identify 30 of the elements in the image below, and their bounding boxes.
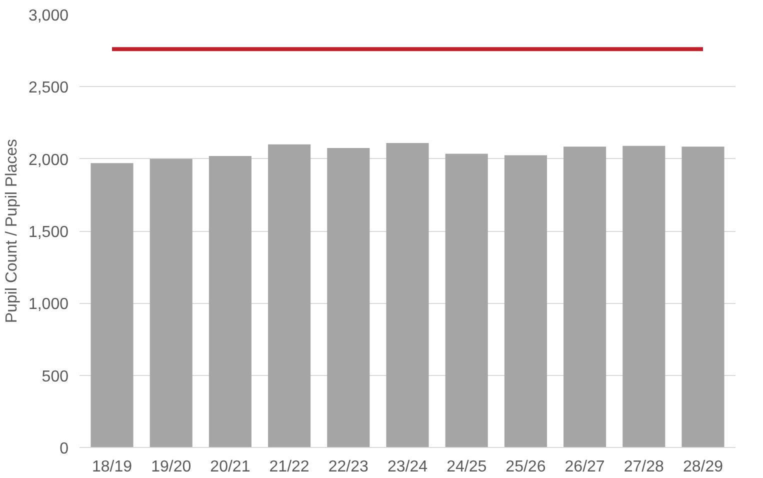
y-axis-title: Pupil Count / Pupil Places: [3, 138, 20, 324]
bar: [445, 154, 488, 448]
y-tick-label: 2,500: [28, 80, 69, 97]
bar: [682, 146, 724, 448]
x-tick-label: 25/26: [506, 458, 546, 476]
y-tick-label: 2,000: [28, 152, 69, 169]
x-tick-label: 24/25: [446, 458, 487, 476]
x-tick-label: 27/28: [624, 458, 664, 476]
bar: [504, 155, 547, 448]
bar: [268, 144, 311, 448]
x-tick-label: 28/29: [682, 458, 724, 476]
bar: [622, 146, 666, 448]
y-tick-label: 500: [42, 368, 69, 386]
bar: [90, 163, 134, 448]
x-tick-label: 18/19: [92, 458, 132, 476]
x-tick-label: 21/22: [269, 458, 310, 476]
bar: [208, 156, 252, 448]
y-tick-label: 3,000: [28, 8, 69, 24]
bar: [150, 158, 192, 448]
bar: [564, 146, 606, 448]
x-tick-label: 23/24: [387, 458, 428, 476]
y-tick-label: 1,500: [28, 224, 69, 241]
x-tick-label: 22/23: [328, 458, 369, 476]
x-tick-label: 20/21: [210, 458, 250, 476]
bar: [327, 148, 370, 448]
bar: [386, 142, 429, 448]
x-tick-label: 19/20: [151, 458, 192, 476]
x-tick-label: 26/27: [564, 458, 605, 476]
y-tick-label: 0: [60, 440, 69, 458]
y-tick-label: 1,000: [28, 296, 69, 314]
